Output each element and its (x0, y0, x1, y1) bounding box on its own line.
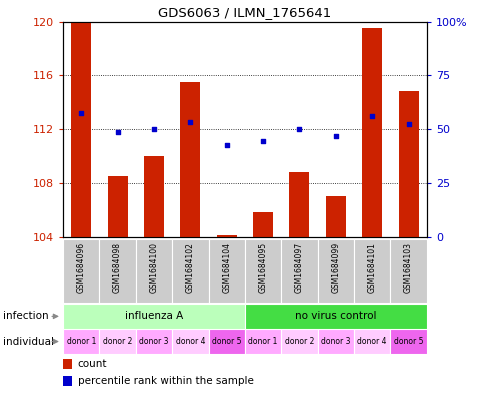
Text: infection: infection (3, 311, 49, 321)
Text: influenza A: influenza A (124, 311, 183, 321)
Bar (398, 92, 418, 237)
Text: GSM1684096: GSM1684096 (76, 242, 86, 293)
Bar (353, 329, 390, 354)
Bar (317, 329, 353, 354)
Bar (325, 196, 345, 237)
Bar (390, 329, 426, 354)
Point (331, 133, 339, 139)
Bar (216, 235, 236, 237)
Bar (172, 329, 208, 354)
Text: GSM1684097: GSM1684097 (294, 242, 303, 293)
Point (186, 119, 194, 125)
Text: donor 5: donor 5 (212, 337, 241, 346)
Text: donor 3: donor 3 (139, 337, 168, 346)
Text: GSM1684098: GSM1684098 (113, 242, 122, 293)
Bar (362, 28, 381, 237)
Bar (63, 359, 72, 369)
Point (77, 110, 85, 116)
Text: individual: individual (3, 336, 54, 347)
Text: percentile rank within the sample: percentile rank within the sample (77, 376, 253, 386)
Bar (136, 239, 172, 303)
Bar (172, 239, 208, 303)
Bar (289, 172, 309, 237)
Bar (99, 329, 136, 354)
Bar (99, 239, 136, 303)
Bar (136, 329, 172, 354)
Point (113, 129, 121, 135)
Bar (317, 239, 353, 303)
Bar (244, 329, 281, 354)
Point (258, 138, 266, 144)
Text: donor 1: donor 1 (248, 337, 277, 346)
Text: donor 4: donor 4 (357, 337, 386, 346)
Bar (63, 329, 99, 354)
Text: GSM1684104: GSM1684104 (222, 242, 231, 293)
Point (222, 142, 230, 149)
Text: donor 4: donor 4 (175, 337, 205, 346)
Point (295, 126, 303, 132)
Bar (180, 82, 200, 237)
Text: donor 2: donor 2 (103, 337, 132, 346)
Text: GSM1684100: GSM1684100 (149, 242, 158, 293)
Text: count: count (77, 359, 107, 369)
Text: GSM1684103: GSM1684103 (403, 242, 412, 293)
Text: GSM1684101: GSM1684101 (367, 242, 376, 293)
Text: GSM1684095: GSM1684095 (258, 242, 267, 293)
Bar (144, 156, 164, 237)
Bar (71, 22, 91, 237)
Bar (208, 239, 244, 303)
Text: donor 5: donor 5 (393, 337, 423, 346)
Text: GSM1684102: GSM1684102 (185, 242, 195, 293)
Text: no virus control: no virus control (294, 311, 376, 321)
Bar (107, 176, 127, 237)
Bar (63, 376, 72, 386)
Point (404, 121, 411, 127)
Bar (281, 329, 317, 354)
Bar (63, 304, 244, 329)
Text: donor 3: donor 3 (320, 337, 350, 346)
Bar (208, 329, 244, 354)
Bar (353, 239, 390, 303)
Point (368, 112, 376, 119)
Bar (253, 212, 272, 237)
Title: GDS6063 / ILMN_1765641: GDS6063 / ILMN_1765641 (158, 6, 331, 19)
Point (150, 126, 157, 132)
Bar (244, 304, 426, 329)
Bar (390, 239, 426, 303)
Bar (63, 239, 99, 303)
Text: donor 2: donor 2 (284, 337, 314, 346)
Text: GSM1684099: GSM1684099 (331, 242, 340, 293)
Text: donor 1: donor 1 (66, 337, 96, 346)
Bar (244, 239, 281, 303)
Bar (281, 239, 317, 303)
